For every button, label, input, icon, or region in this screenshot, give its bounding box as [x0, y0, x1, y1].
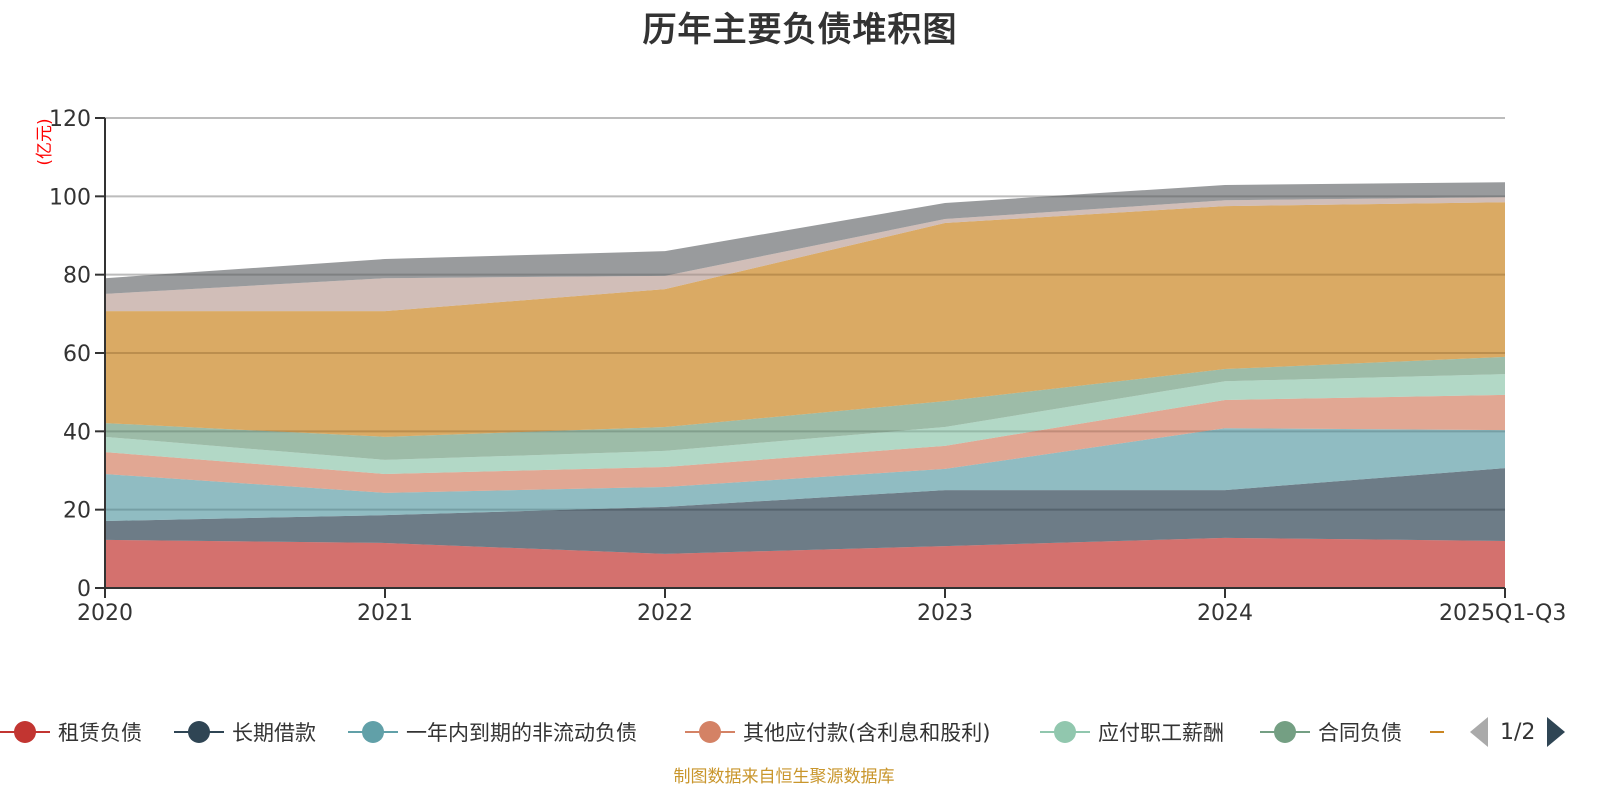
legend-page-indicator: 1/2 — [1500, 719, 1536, 745]
area-series-1[interactable] — [105, 468, 1505, 554]
y-axis-label: (亿元) — [35, 118, 55, 165]
legend-marker-icon — [348, 717, 398, 747]
area-series — [105, 117, 1505, 588]
legend-label: 租赁负债 — [58, 721, 142, 745]
legend-label: 一年内到期的非流动负债 — [406, 721, 637, 745]
x-tick-label: 2022 — [637, 601, 693, 626]
area-series-6[interactable] — [105, 202, 1505, 437]
area-series-5[interactable] — [105, 356, 1505, 460]
area-series-2[interactable] — [105, 428, 1505, 522]
legend-prev-arrow-icon[interactable] — [1470, 717, 1488, 747]
legend-next-arrow-icon[interactable] — [1547, 717, 1566, 747]
legend-item[interactable] — [1430, 712, 1452, 752]
legend-item[interactable]: 一年内到期的非流动负债 — [348, 712, 637, 752]
legend-marker-icon — [174, 717, 224, 747]
y-tick-label: 0 — [77, 577, 91, 602]
data-source-footer: 制图数据来自恒生聚源数据库 — [673, 767, 895, 787]
y-tick-label: 40 — [63, 420, 91, 445]
legend-item[interactable]: 应付职工薪酬 — [1040, 712, 1224, 752]
x-tick-label: 2021 — [357, 601, 413, 626]
x-tick-label: 2023 — [917, 601, 973, 626]
x-tick-label: 2025Q1-Q3 — [1439, 601, 1566, 626]
y-tick-label: 60 — [63, 342, 91, 367]
y-tick-label: 100 — [49, 185, 91, 210]
legend-item[interactable]: 租赁负债 — [0, 712, 142, 752]
area-series-4[interactable] — [105, 374, 1505, 475]
area-series-8[interactable] — [105, 182, 1505, 294]
legend-label: 合同负债 — [1318, 721, 1402, 745]
area-series-7[interactable] — [105, 197, 1505, 312]
x-tick-label: 2024 — [1197, 601, 1253, 626]
x-tick-label: 2020 — [77, 601, 133, 626]
legend-label: 其他应付款(含利息和股利) — [743, 721, 991, 745]
legend-marker-icon — [1260, 717, 1310, 747]
legend-marker-icon — [1040, 717, 1090, 747]
legend-marker-icon — [1430, 717, 1444, 747]
legend-pager: 1/2 — [1470, 712, 1566, 752]
chart-title: 历年主要负债堆积图 — [642, 10, 958, 50]
y-tick-label: 120 — [49, 107, 91, 132]
stacked-area-chart: 0 20 40 60 80 100 120 2020 2021 2022 2023 2024 2025Q… — [35, 107, 1566, 626]
area-series-0[interactable] — [105, 537, 1505, 588]
legend-item[interactable]: 长期借款 — [174, 712, 316, 752]
legend-item[interactable]: 其他应付款(含利息和股利) — [685, 712, 990, 752]
legend-item[interactable]: 合同负债 — [1260, 712, 1402, 752]
legend: 租赁负债 长期借款 一年内到期的非流动负债 其他应付款(含利息和股利) 应付职工薪酬 合同… — [0, 712, 1600, 752]
axes: 0 20 40 60 80 100 120 2020 2021 2022 2023 2024 2025Q… — [49, 107, 1566, 626]
area-series-3[interactable] — [105, 394, 1505, 493]
legend-marker-icon — [0, 717, 50, 747]
legend-label: 长期借款 — [232, 721, 316, 745]
y-tick-label: 80 — [63, 264, 91, 289]
y-tick-label: 20 — [63, 499, 91, 524]
legend-marker-icon — [685, 717, 735, 747]
legend-label: 应付职工薪酬 — [1098, 721, 1224, 745]
